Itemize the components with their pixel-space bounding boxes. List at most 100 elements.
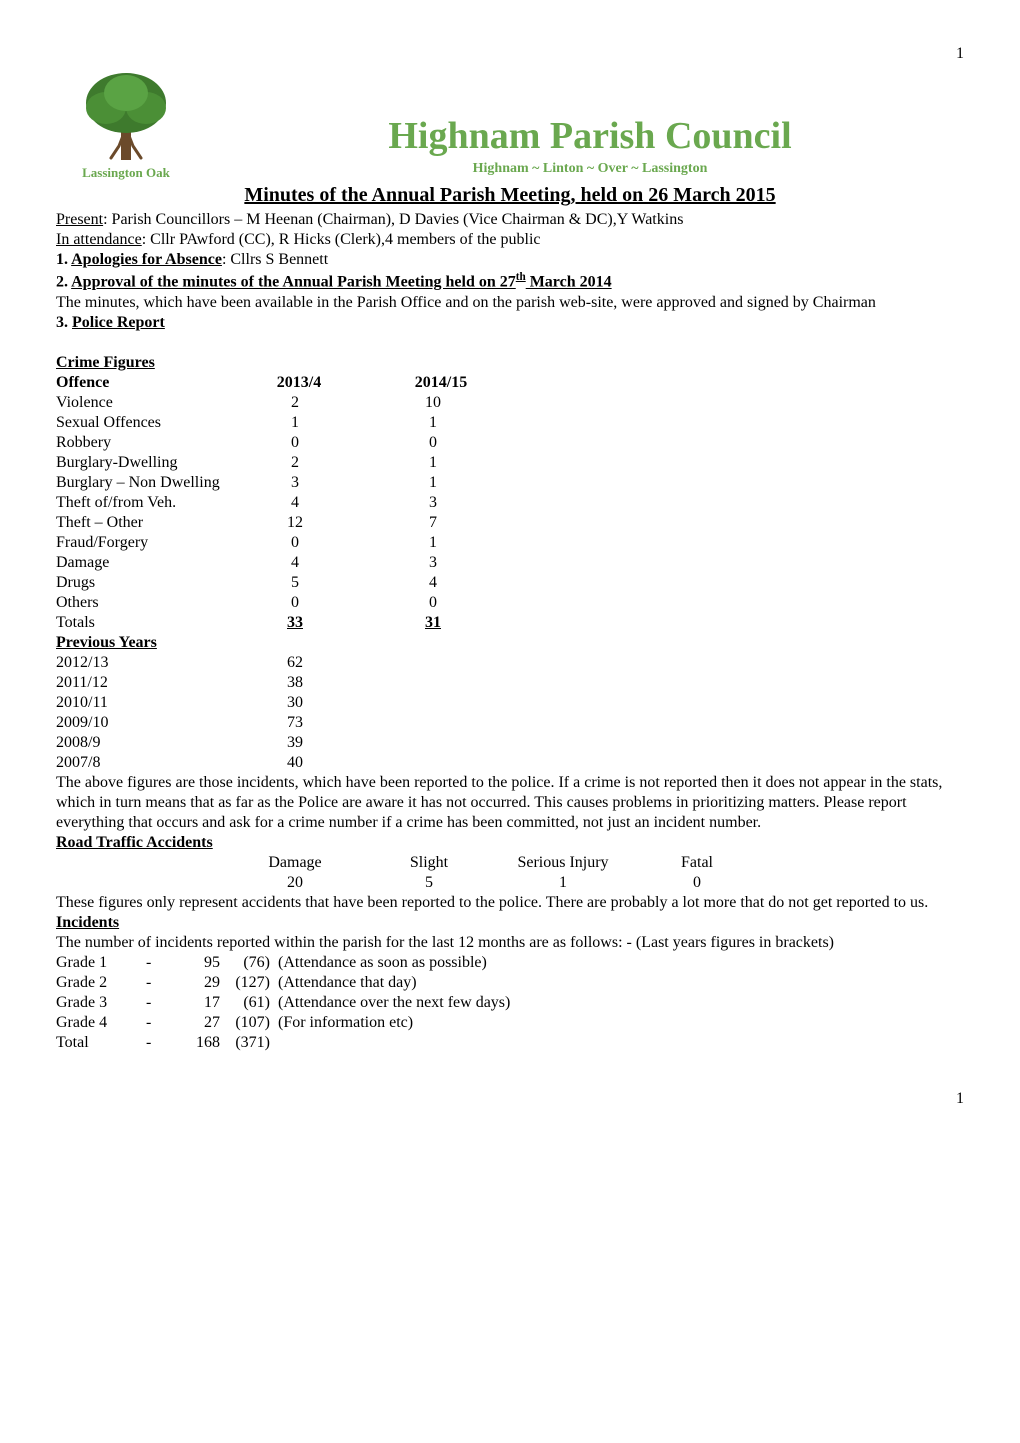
- prev-year: 2010/11: [56, 693, 226, 713]
- inc-previous: (127): [220, 973, 270, 993]
- rta-col-damage: Damage: [230, 853, 360, 873]
- crime-row: Robbery00: [56, 433, 964, 453]
- crime-row: Sexual Offences11: [56, 413, 964, 433]
- rta-note: These figures only represent accidents t…: [56, 893, 964, 913]
- prev-year: 2012/13: [56, 653, 226, 673]
- crime-totals-y1: 33: [226, 613, 364, 633]
- s2-num: 2.: [56, 274, 71, 291]
- crime-totals-row: Totals3331: [56, 613, 964, 633]
- present-line: Present: Parish Councillors – M Heenan (…: [56, 210, 964, 230]
- s1-num: 1.: [56, 251, 71, 268]
- prev-year: 2007/8: [56, 753, 226, 773]
- crime-val: 5: [226, 573, 364, 593]
- crime-offence: Sexual Offences: [56, 413, 226, 433]
- rta-col-fatal: Fatal: [632, 853, 762, 873]
- rta-col-slight: Slight: [364, 853, 494, 873]
- incidents-intro: The number of incidents reported within …: [56, 933, 964, 953]
- page-number-top: 1: [56, 44, 964, 64]
- s2-title-sup: th: [516, 271, 526, 283]
- inc-dash: -: [146, 1033, 176, 1053]
- crime-row: Theft – Other127: [56, 513, 964, 533]
- crime-val: 4: [364, 573, 502, 593]
- rta-val-serious: 1: [498, 873, 628, 893]
- meeting-title: Minutes of the Annual Parish Meeting, he…: [56, 183, 964, 208]
- locations: Highnam ~ Linton ~ Over ~ Lassington: [216, 160, 964, 178]
- crime-val: 4: [226, 493, 364, 513]
- crime-row: Others00: [56, 593, 964, 613]
- prev-year: 2009/10: [56, 713, 226, 733]
- crime-row: Theft of/from Veh.43: [56, 493, 964, 513]
- in-attendance-text: : Cllr PAwford (CC), R Hicks (Clerk),4 m…: [142, 231, 541, 248]
- inc-dash: -: [146, 993, 176, 1013]
- crime-val: 2: [226, 453, 364, 473]
- logo-block: Lassington Oak: [56, 68, 196, 181]
- s1-rest: : Cllrs S Bennett: [222, 251, 328, 268]
- section-2-heading: 2. Approval of the minutes of the Annual…: [56, 270, 964, 292]
- crime-row: Violence210: [56, 393, 964, 413]
- prev-row: 2007/840: [56, 753, 964, 773]
- crime-row: Burglary-Dwelling21: [56, 453, 964, 473]
- inc-current: 168: [176, 1033, 220, 1053]
- inc-current: 29: [176, 973, 220, 993]
- logo-caption: Lassington Oak: [82, 165, 170, 181]
- crime-val: 12: [226, 513, 364, 533]
- crime-row: Fraud/Forgery01: [56, 533, 964, 553]
- prev-row: 2011/1238: [56, 673, 964, 693]
- present-label: Present: [56, 211, 103, 228]
- inc-desc: (For information etc): [270, 1013, 413, 1033]
- inc-desc: (Attendance over the next few days): [270, 993, 510, 1013]
- oak-tree-icon: [71, 68, 181, 163]
- inc-grade: Grade 2: [56, 973, 146, 993]
- crime-offence: Theft – Other: [56, 513, 226, 533]
- crime-col-y2: 2014/15: [372, 373, 510, 393]
- crime-val: 1: [364, 453, 502, 473]
- crime-val: 3: [364, 493, 502, 513]
- present-text: : Parish Councillors – M Heenan (Chairma…: [103, 211, 683, 228]
- crime-totals-y2: 31: [364, 613, 502, 633]
- crime-offence: Burglary – Non Dwelling: [56, 473, 226, 493]
- crime-offence: Burglary-Dwelling: [56, 453, 226, 473]
- rta-col-serious: Serious Injury: [498, 853, 628, 873]
- in-attendance-line: In attendance: Cllr PAwford (CC), R Hick…: [56, 230, 964, 250]
- incident-row: Grade 4-27(107)(For information etc): [56, 1013, 964, 1033]
- inc-dash: -: [146, 1013, 176, 1033]
- crime-offence: Others: [56, 593, 226, 613]
- crime-offence: Drugs: [56, 573, 226, 593]
- inc-previous: (61): [220, 993, 270, 1013]
- s3-num: 3.: [56, 314, 72, 331]
- crime-header-row: Offence 2013/4 2014/15: [56, 373, 964, 393]
- prev-total: 62: [226, 653, 364, 673]
- crime-val: 3: [364, 553, 502, 573]
- s2-title-post: March 2014: [526, 274, 612, 291]
- prev-total: 30: [226, 693, 364, 713]
- crime-heading: Crime Figures: [56, 353, 964, 373]
- inc-dash: -: [146, 953, 176, 973]
- prev-row: 2009/1073: [56, 713, 964, 733]
- inc-grade: Grade 3: [56, 993, 146, 1013]
- rta-val-fatal: 0: [632, 873, 762, 893]
- inc-current: 95: [176, 953, 220, 973]
- prev-row: 2008/939: [56, 733, 964, 753]
- prev-total: 39: [226, 733, 364, 753]
- crime-val: 1: [364, 413, 502, 433]
- crime-val: 10: [364, 393, 502, 413]
- crime-val: 1: [226, 413, 364, 433]
- prev-row: 2012/1362: [56, 653, 964, 673]
- crime-note: The above figures are those incidents, w…: [56, 773, 964, 833]
- prev-years-heading: Previous Years: [56, 633, 964, 653]
- inc-current: 27: [176, 1013, 220, 1033]
- s3-title: Police Report: [72, 314, 165, 331]
- section-1: 1. Apologies for Absence: Cllrs S Bennet…: [56, 250, 964, 270]
- rta-value-row: 20 5 1 0: [56, 873, 964, 893]
- inc-previous: (107): [220, 1013, 270, 1033]
- header: Lassington Oak Highnam Parish Council Hi…: [56, 68, 964, 181]
- crime-row: Damage43: [56, 553, 964, 573]
- prev-total: 73: [226, 713, 364, 733]
- crime-row: Burglary – Non Dwelling31: [56, 473, 964, 493]
- prev-total: 40: [226, 753, 364, 773]
- crime-offence: Robbery: [56, 433, 226, 453]
- prev-year: 2008/9: [56, 733, 226, 753]
- incident-row: Grade 2-29(127)(Attendance that day): [56, 973, 964, 993]
- inc-grade: Grade 4: [56, 1013, 146, 1033]
- rta-val-slight: 5: [364, 873, 494, 893]
